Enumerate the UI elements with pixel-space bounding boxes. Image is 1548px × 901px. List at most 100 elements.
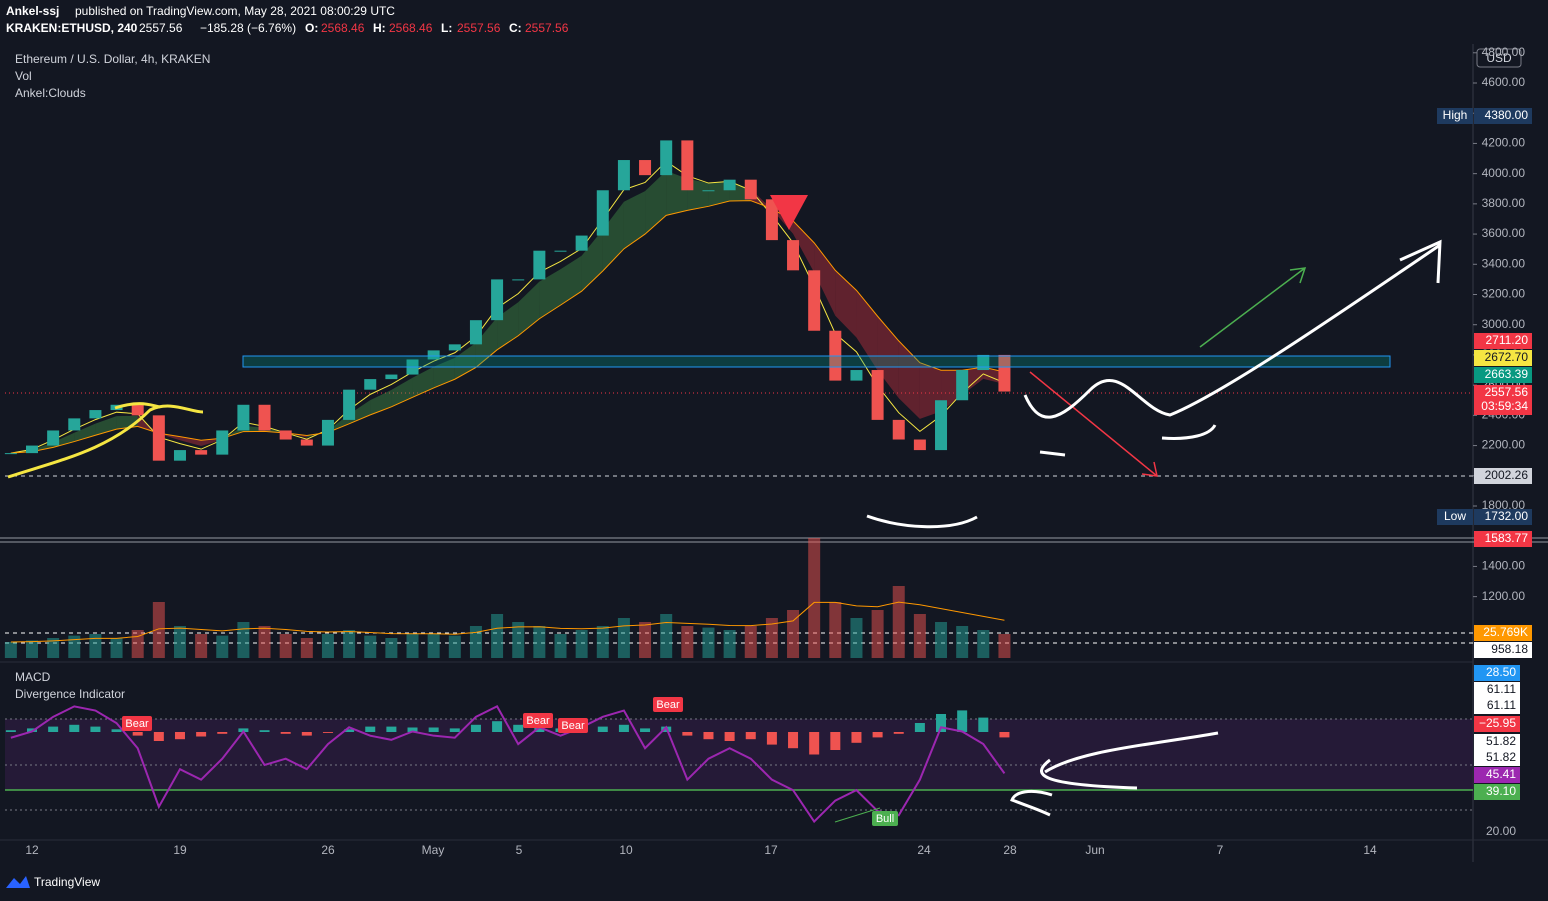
candle xyxy=(173,450,186,461)
cloud xyxy=(179,436,202,447)
currency-box xyxy=(1476,48,1522,68)
arrow-scribble xyxy=(1010,731,1219,817)
volume-bar xyxy=(258,626,271,658)
rsi-line xyxy=(10,705,1006,824)
signal: Bear xyxy=(561,720,585,732)
macd-bar xyxy=(428,727,439,732)
cloud xyxy=(285,432,307,438)
candle xyxy=(617,160,630,191)
candle xyxy=(68,418,81,431)
y-tick-label: 3600.00 xyxy=(1482,226,1526,240)
legend-vol: Vol xyxy=(15,69,32,83)
legend-macd: MACD xyxy=(15,670,51,684)
candle xyxy=(850,370,863,381)
y-tick-label: 3800.00 xyxy=(1482,196,1526,210)
marker-tag-box xyxy=(1437,108,1473,124)
candle xyxy=(808,270,821,331)
marker-box xyxy=(1474,625,1532,641)
signal-box xyxy=(122,716,152,731)
logo: TradingView xyxy=(6,875,100,889)
y-tick-label: 2200.00 xyxy=(1482,438,1526,452)
marker-label: 61.11 xyxy=(1487,682,1516,696)
volume-bar xyxy=(173,626,186,658)
logo-text: TradingView xyxy=(34,875,100,889)
marker-box xyxy=(1474,333,1532,349)
candle xyxy=(702,190,715,192)
macd-bar xyxy=(449,728,460,732)
signal: Bear xyxy=(526,715,550,727)
candle xyxy=(258,404,271,431)
volume-bar xyxy=(131,630,144,658)
cloud xyxy=(412,366,434,398)
marker-label: −25.95 xyxy=(1479,716,1516,730)
scribble xyxy=(866,424,1217,529)
volume-bar xyxy=(702,627,715,658)
macd-bar xyxy=(893,732,904,734)
macd-bar xyxy=(872,732,883,738)
candle xyxy=(131,404,144,416)
macd-bar xyxy=(534,726,545,732)
candle xyxy=(554,250,567,252)
marker-label: 28.50 xyxy=(1486,665,1516,679)
zone xyxy=(242,355,1391,368)
macd-bar xyxy=(914,723,925,732)
volume-bar xyxy=(364,635,377,658)
candle xyxy=(279,430,292,440)
ohlc-value: 2568.46 xyxy=(389,21,433,35)
marker-box xyxy=(1474,682,1520,698)
marker-label: 61.11 xyxy=(1487,698,1516,712)
macd-bar xyxy=(365,726,376,732)
divergence-line xyxy=(834,807,881,823)
header: Ankel-ssj published on TradingView.com, … xyxy=(6,4,395,35)
candle xyxy=(956,370,969,401)
macd-bar xyxy=(597,726,608,732)
candle xyxy=(639,160,652,176)
macd-bar xyxy=(936,714,947,732)
volume-bar xyxy=(787,610,800,658)
marker-label: 51.82 xyxy=(1486,750,1516,764)
volume-bar xyxy=(216,635,229,658)
y-tick-label: 4200.00 xyxy=(1482,136,1526,150)
ohlc-key: L: xyxy=(441,21,452,35)
x-tick-label: 10 xyxy=(619,843,633,857)
marker-box xyxy=(1474,350,1532,366)
volume-bar xyxy=(765,618,778,658)
y-tick-label: 3400.00 xyxy=(1482,256,1526,270)
macd-bar xyxy=(174,732,185,740)
volume-bar xyxy=(575,630,588,658)
macd-bar xyxy=(5,730,16,732)
volume-bar xyxy=(977,630,990,658)
volume-bar xyxy=(956,626,969,658)
marker-sub: 03:59:34 xyxy=(1481,399,1528,413)
macd-bar xyxy=(322,732,333,733)
volume-bar xyxy=(279,634,292,658)
volume-bar xyxy=(152,602,165,658)
macd-bar xyxy=(344,729,355,732)
cloud xyxy=(518,281,540,336)
marker-box xyxy=(1474,734,1520,750)
y-tick-label: 1800.00 xyxy=(1482,498,1526,512)
marker-label: 25.769K xyxy=(1483,625,1528,639)
signal-box xyxy=(523,713,553,728)
red-arrow xyxy=(1029,371,1158,477)
volume-bar xyxy=(617,618,630,658)
volume-bar xyxy=(892,586,905,658)
candle xyxy=(152,415,165,461)
logo-icon xyxy=(6,876,30,888)
signal-box xyxy=(558,718,588,733)
marker-label: 4380.00 xyxy=(1485,108,1529,122)
macd-bar xyxy=(470,724,481,732)
volume-bar xyxy=(639,622,652,658)
macd-bar xyxy=(153,732,164,741)
macd-bar xyxy=(27,728,37,732)
marker-tag: High xyxy=(1443,108,1468,122)
marker-box xyxy=(1474,767,1520,783)
marker-box xyxy=(1474,698,1520,714)
legend-clouds: Ankel:Clouds xyxy=(15,86,86,100)
macd-bar xyxy=(280,732,291,734)
volume-bar xyxy=(491,614,504,658)
volume-bar xyxy=(427,634,440,658)
candle xyxy=(321,419,334,446)
marker-label: 51.82 xyxy=(1486,734,1516,748)
candle xyxy=(47,430,60,446)
